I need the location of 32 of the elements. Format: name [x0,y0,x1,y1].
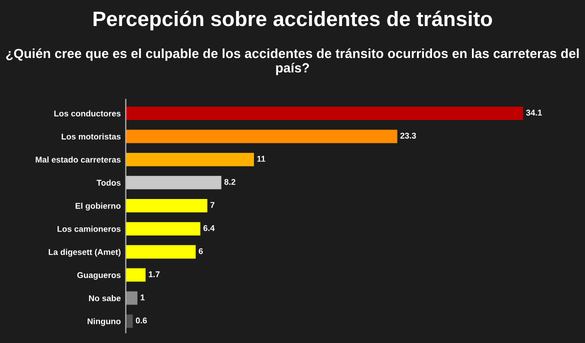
data-label: 8.2 [224,178,236,185]
bar [126,222,200,236]
data-label: 1.7 [148,271,160,278]
bar [126,106,524,120]
y-tick-label: El gobierno [76,202,121,210]
y-tick-label: Todos [96,180,121,186]
y-tick-label: Los camioneros [58,226,121,232]
bar [126,314,133,328]
data-label: 7 [210,202,214,208]
data-label: 1 [140,294,145,300]
bar [126,152,254,166]
bar [126,268,146,282]
y-tick-label: Ninguno [88,318,121,326]
chart-title: Percepción sobre accidentes de tránsito [94,10,492,30]
data-label: 23.3 [400,132,416,139]
y-tick-label: Los conductores [54,110,121,116]
y-tick-label: Los motoristas [62,133,121,140]
bar [126,199,208,212]
data-label: 11 [257,156,266,162]
y-tick-label: No sabe [89,295,121,302]
bar [126,176,222,190]
data-label: 6.4 [203,225,215,232]
data-label: 0.6 [136,318,147,324]
data-label: 6 [198,248,203,254]
bar [126,130,398,144]
chart-subtitle: ¿Quién cree que es el culpable de los accidentes de tránsito ocurridos en las carreteras del país? [6,48,579,76]
bar [126,245,196,259]
bar [126,291,138,305]
y-tick-label: Guagueros [77,272,121,280]
y-tick-label: La digesett (Amet) [48,248,121,257]
y-tick-label: Mal estado carreteras [36,156,121,163]
data-label: 34.1 [526,110,542,116]
